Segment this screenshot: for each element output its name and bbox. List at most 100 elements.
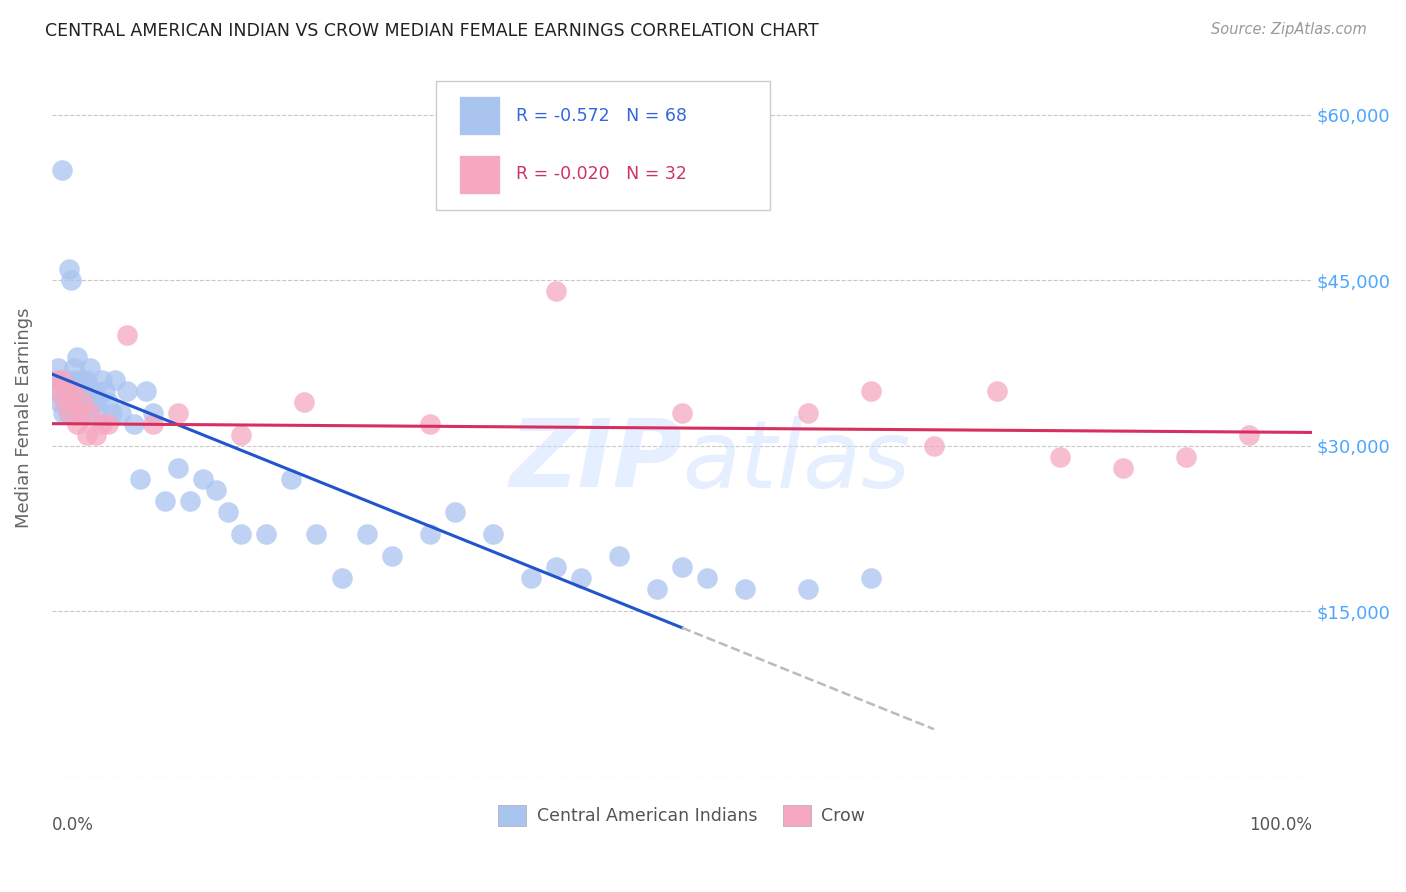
Bar [458, 154, 501, 194]
Point [44, 384, 66, 398]
Text: atlas: atlas [682, 416, 910, 507]
Point [66, 417, 89, 431]
Point [280, 472, 302, 486]
Text: 100.0%: 100.0% [1249, 816, 1312, 834]
Point [72, 384, 94, 398]
Point [97, 417, 120, 431]
Point [1175, 450, 1198, 464]
Point [86, 394, 108, 409]
Point [191, 472, 214, 486]
Point [381, 549, 404, 563]
Text: CENTRAL AMERICAN INDIAN VS CROW MEDIAN FEMALE EARNINGS CORRELATION CHART: CENTRAL AMERICAN INDIAN VS CROW MEDIAN F… [45, 22, 818, 40]
Point [69, 406, 91, 420]
Point [254, 527, 277, 541]
Point [66, 351, 89, 365]
Point [97, 394, 120, 409]
Point [519, 571, 541, 585]
Point [77, 394, 100, 409]
Point [75, 406, 97, 420]
Point [544, 560, 567, 574]
Point [569, 571, 592, 585]
Point [671, 406, 693, 420]
Point [110, 406, 132, 420]
Point [69, 406, 91, 420]
Point [444, 505, 467, 519]
Point [72, 394, 94, 409]
Point [48, 394, 70, 409]
Point [797, 406, 820, 420]
Point [80, 394, 103, 409]
Point [76, 372, 98, 386]
Text: R = -0.020   N = 32: R = -0.020 N = 32 [516, 165, 686, 184]
Point [117, 384, 139, 398]
Point [59, 273, 82, 287]
Point [117, 328, 139, 343]
Point [419, 417, 441, 431]
FancyBboxPatch shape [436, 81, 770, 211]
Point [56, 384, 79, 398]
Point [60, 394, 83, 409]
Point [1237, 427, 1260, 442]
Point [356, 527, 378, 541]
Point [83, 384, 105, 398]
Point [179, 493, 201, 508]
Point [46, 361, 69, 376]
Point [65, 384, 87, 398]
Y-axis label: Median Female Earnings: Median Female Earnings [15, 308, 32, 528]
Point [84, 427, 107, 442]
Point [166, 460, 188, 475]
Point [986, 384, 1008, 398]
Point [91, 372, 114, 386]
Point [101, 406, 124, 420]
Point [55, 394, 77, 409]
Point [62, 394, 84, 409]
Point [419, 527, 441, 541]
Point [734, 582, 756, 596]
Point [89, 406, 111, 420]
Point [79, 406, 101, 420]
Point [305, 527, 328, 541]
Point [330, 571, 353, 585]
Point [45, 372, 67, 386]
Text: Source: ZipAtlas.com: Source: ZipAtlas.com [1211, 22, 1367, 37]
Point [166, 406, 188, 420]
Point [153, 493, 176, 508]
Point [67, 384, 90, 398]
Point [229, 527, 252, 541]
Point [671, 560, 693, 574]
Text: 0.0%: 0.0% [52, 816, 94, 834]
Point [1049, 450, 1071, 464]
Point [69, 372, 91, 386]
Point [122, 417, 145, 431]
Point [48, 384, 70, 398]
Bar [458, 95, 501, 136]
Point [797, 582, 820, 596]
Point [93, 384, 115, 398]
Point [63, 384, 86, 398]
Point [60, 372, 83, 386]
Point [51, 372, 73, 386]
Point [859, 571, 882, 585]
Point [544, 285, 567, 299]
Point [53, 394, 76, 409]
Point [204, 483, 226, 497]
Point [859, 384, 882, 398]
Point [58, 262, 80, 277]
Point [104, 372, 127, 386]
Point [53, 372, 76, 386]
Text: ZIP: ZIP [509, 415, 682, 508]
Point [645, 582, 668, 596]
Point [135, 384, 157, 398]
Point [696, 571, 718, 585]
Point [1112, 460, 1135, 475]
Point [70, 372, 93, 386]
Point [49, 372, 72, 386]
Point [142, 417, 165, 431]
Point [52, 406, 75, 420]
Point [142, 406, 165, 420]
Point [607, 549, 630, 563]
Point [91, 417, 114, 431]
Point [482, 527, 505, 541]
Point [51, 162, 73, 177]
Point [79, 361, 101, 376]
